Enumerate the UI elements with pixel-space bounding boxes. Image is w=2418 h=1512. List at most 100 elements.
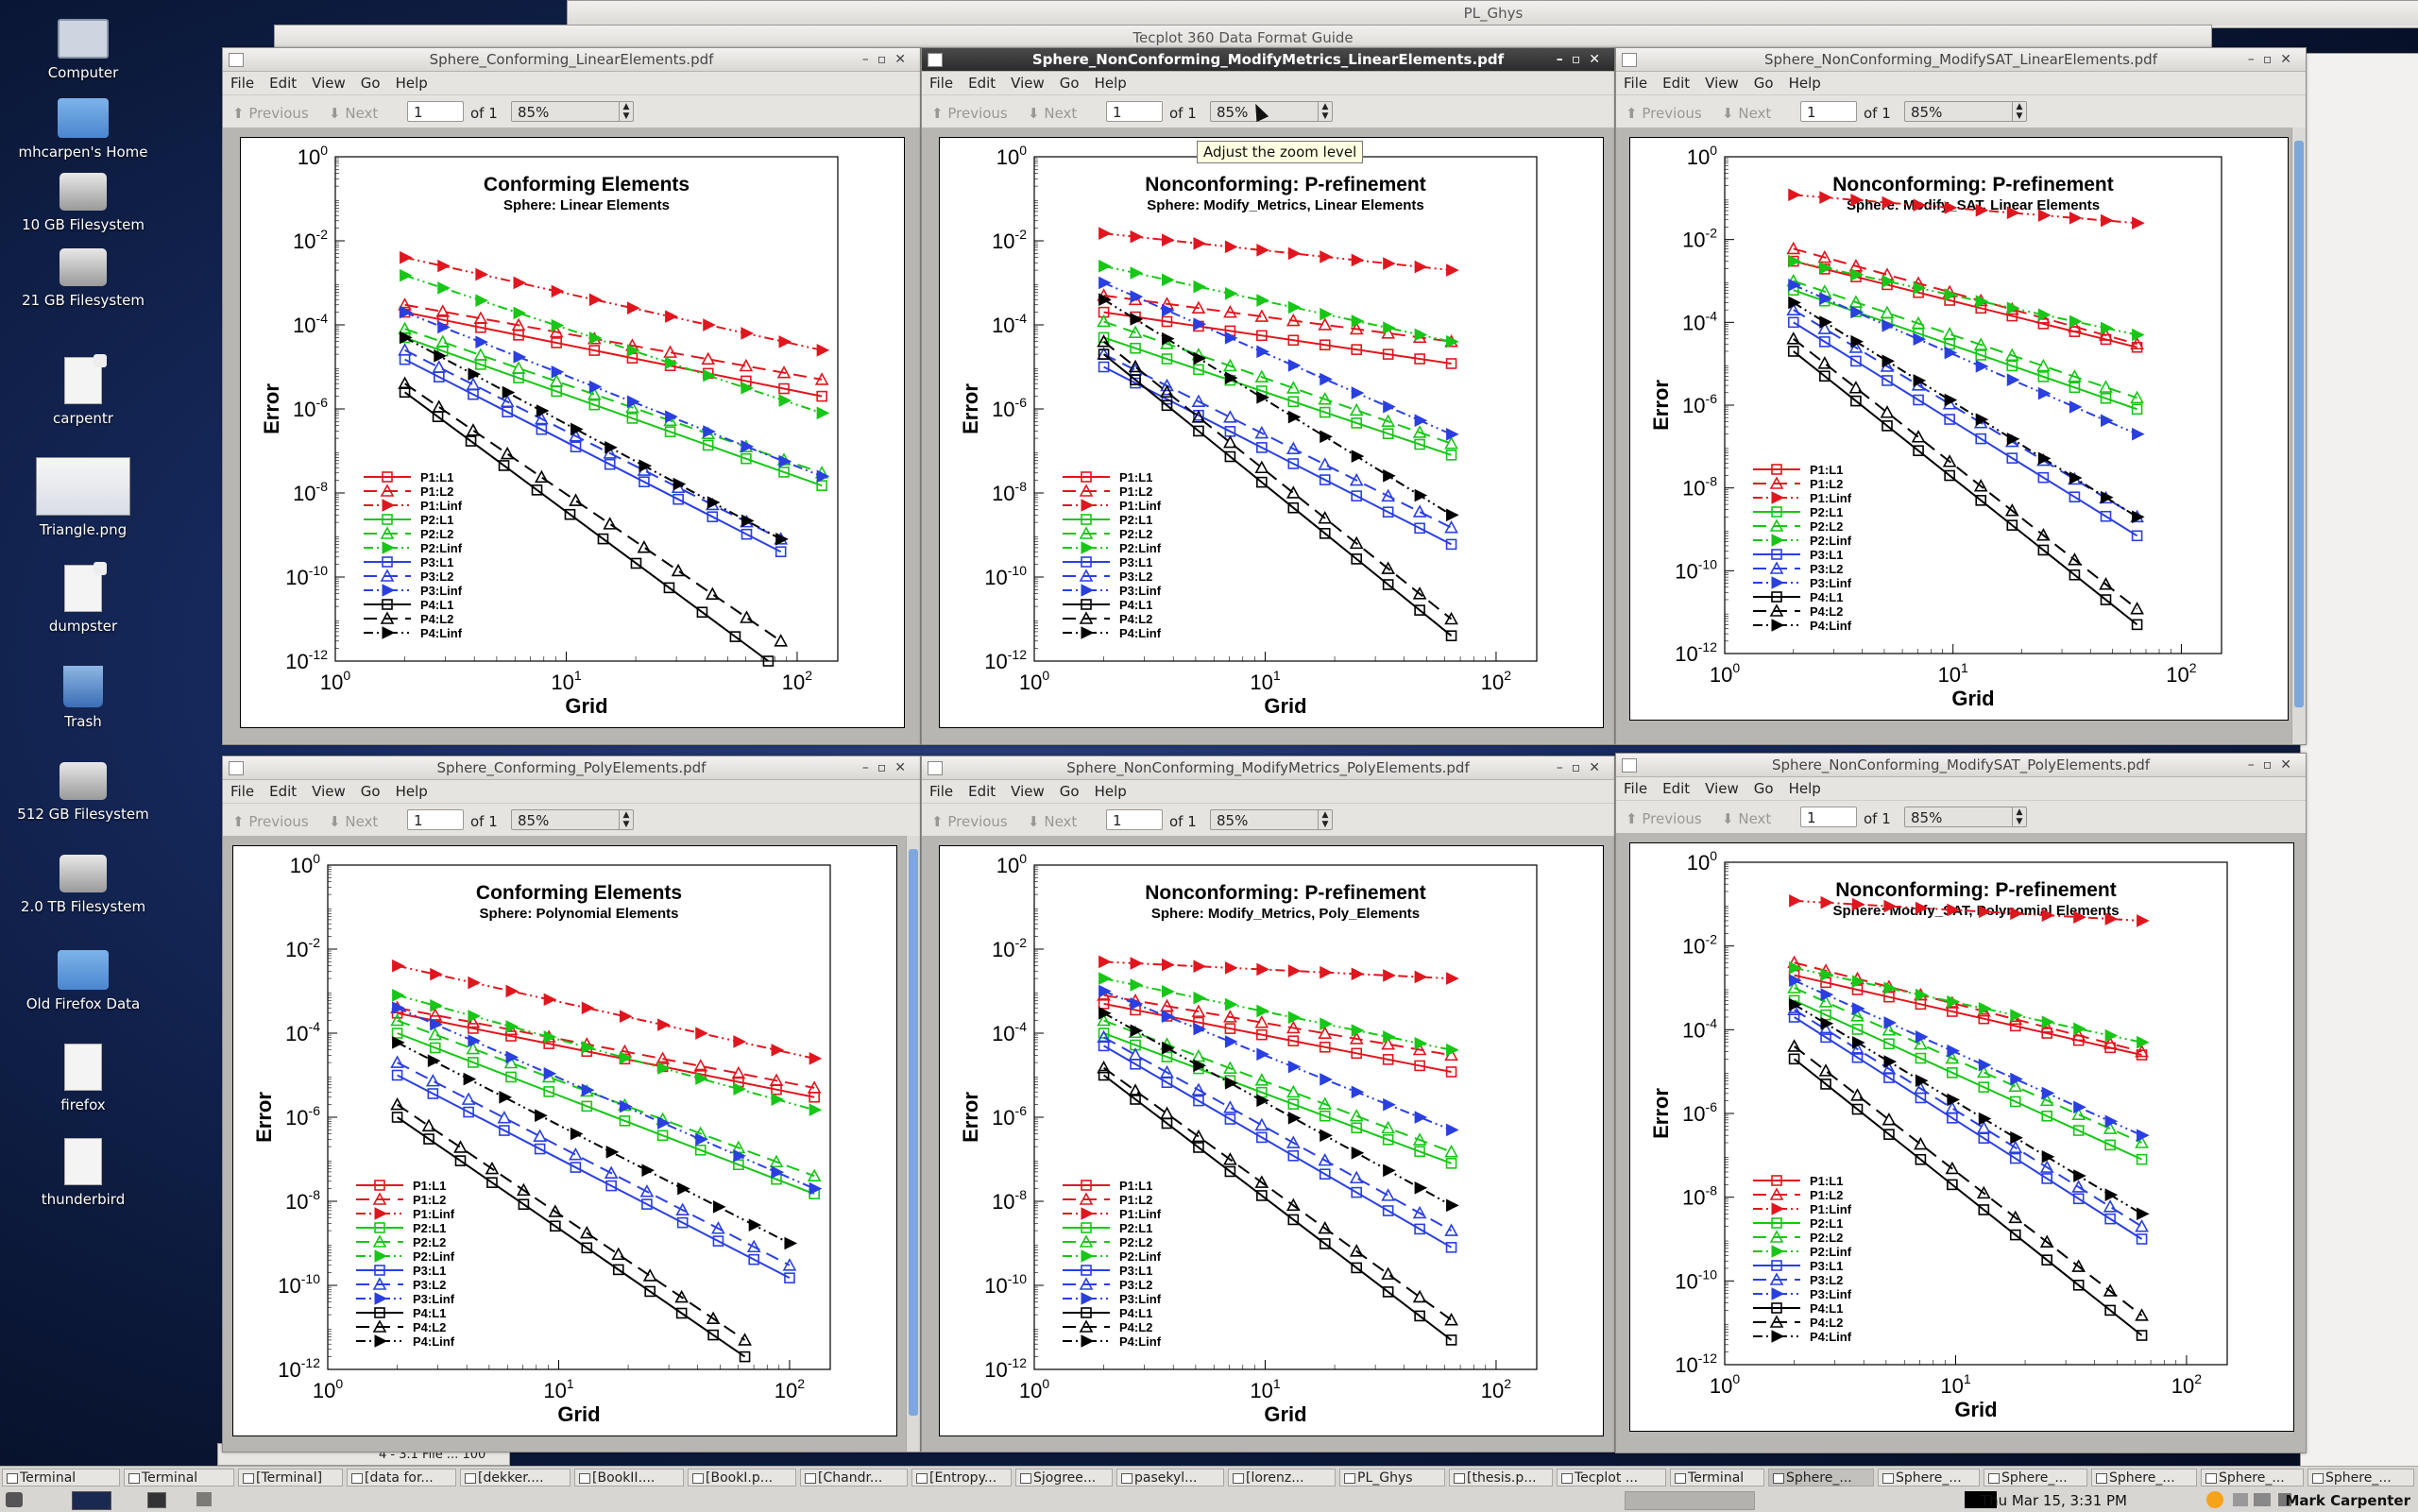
zoom-select[interactable]: 85% ▲ ▼ bbox=[1210, 809, 1333, 830]
pdf-window[interactable]: Sphere_Conforming_PolyElements.pdf –▫✕ Fil… bbox=[222, 756, 921, 1453]
page-number-input[interactable]: 1 bbox=[1106, 101, 1163, 122]
previous-button[interactable]: ⬆ Previous bbox=[931, 105, 1008, 122]
workspace-switcher[interactable] bbox=[1625, 1491, 1755, 1510]
next-button[interactable]: ⬇ Next bbox=[329, 813, 378, 830]
pl-ghys-window[interactable]: PL_Ghys bbox=[567, 0, 2418, 28]
taskbar-button[interactable]: Terminal bbox=[124, 1469, 234, 1487]
maximize-button[interactable]: ▫ bbox=[2262, 52, 2281, 67]
window-titlebar[interactable]: Sphere_NonConforming_ModifySAT_PolyEleme… bbox=[1616, 754, 2306, 777]
trash-icon[interactable]: Trash bbox=[3, 666, 163, 730]
menu-help[interactable]: Help bbox=[395, 75, 428, 92]
next-button[interactable]: ⬇ Next bbox=[1028, 813, 1077, 830]
menu-file[interactable]: File bbox=[929, 75, 954, 92]
menu-edit[interactable]: Edit bbox=[1662, 780, 1691, 797]
minimize-button[interactable]: – bbox=[2247, 757, 2263, 773]
previous-button[interactable]: ⬆ Previous bbox=[931, 813, 1008, 830]
triangle-png-icon[interactable]: Triangle.png bbox=[3, 457, 163, 538]
vertical-scrollbar[interactable] bbox=[906, 836, 920, 1452]
minimize-button[interactable]: – bbox=[861, 760, 877, 775]
document-area[interactable]: 100 10-2 10-4 10-6 10-8 10-10 10-12 100 101 102 No… bbox=[922, 836, 1614, 1452]
menu-edit[interactable]: Edit bbox=[269, 783, 298, 800]
taskbar-button[interactable]: Tecplot ... bbox=[1557, 1469, 1666, 1487]
scrollbar-thumb[interactable] bbox=[2294, 141, 2304, 707]
menu-file[interactable]: File bbox=[1624, 780, 1648, 797]
menu-view[interactable]: View bbox=[1011, 783, 1045, 800]
next-button[interactable]: ⬇ Next bbox=[1722, 810, 1771, 827]
page-number-input[interactable]: 1 bbox=[1800, 101, 1857, 122]
menu-go[interactable]: Go bbox=[360, 75, 381, 92]
pdf-window[interactable]: Sphere_NonConforming_ModifySAT_PolyEleme… bbox=[1615, 753, 2307, 1453]
next-button[interactable]: ⬇ Next bbox=[329, 105, 378, 122]
scrollbar-thumb[interactable] bbox=[909, 849, 918, 1416]
menu-file[interactable]: File bbox=[1624, 75, 1648, 92]
next-button[interactable]: ⬇ Next bbox=[1722, 105, 1771, 122]
zoom-select[interactable]: 85% ▲ ▼ bbox=[511, 809, 634, 830]
window-titlebar[interactable]: Sphere_NonConforming_ModifyMetrics_Linea… bbox=[922, 48, 1614, 72]
menu-view[interactable]: View bbox=[1011, 75, 1045, 92]
taskbar-button[interactable]: [thesis.p... bbox=[1449, 1469, 1553, 1487]
taskbar-button[interactable]: [BookI.p... bbox=[688, 1469, 796, 1487]
thunderbird-icon[interactable]: thunderbird bbox=[3, 1138, 163, 1208]
menu-file[interactable]: File bbox=[230, 75, 255, 92]
carpentr-icon[interactable]: carpentr bbox=[3, 354, 163, 427]
document-area[interactable]: 100 10-2 10-4 10-6 10-8 10-10 10-12 100 101 102 No… bbox=[922, 127, 1614, 744]
close-button[interactable]: ✕ bbox=[2280, 757, 2300, 773]
taskbar-button[interactable]: Sphere_... bbox=[2307, 1469, 2414, 1487]
zoom-spin-icon[interactable]: ▲ ▼ bbox=[619, 102, 633, 121]
menu-view[interactable]: View bbox=[1705, 75, 1739, 92]
zoom-select[interactable]: 85% ▲ ▼ bbox=[1904, 101, 2027, 122]
page-number-input[interactable]: 1 bbox=[1106, 809, 1163, 830]
user-name[interactable]: Mark Carpenter bbox=[2285, 1492, 2410, 1509]
page-number-input[interactable]: 1 bbox=[407, 809, 464, 830]
taskbar-button[interactable]: Sphere_... bbox=[2091, 1469, 2197, 1487]
close-button[interactable]: ✕ bbox=[894, 760, 914, 775]
computer-icon[interactable]: Computer bbox=[3, 19, 163, 81]
zoom-select[interactable]: 85% ▲ ▼ bbox=[1210, 101, 1333, 122]
zoom-select[interactable]: 85% ▲ ▼ bbox=[1904, 807, 2027, 827]
minimize-button[interactable]: – bbox=[861, 52, 877, 67]
zoom-spin-icon[interactable]: ▲ ▼ bbox=[2012, 807, 2026, 826]
menu-file[interactable]: File bbox=[929, 783, 954, 800]
page-number-input[interactable]: 1 bbox=[407, 101, 464, 122]
page-number-input[interactable]: 1 bbox=[1800, 807, 1857, 827]
menu-file[interactable]: File bbox=[230, 783, 255, 800]
previous-button[interactable]: ⬆ Previous bbox=[1626, 105, 1702, 122]
minimize-button[interactable]: – bbox=[2247, 52, 2263, 67]
taskbar-button[interactable]: [Entropy... bbox=[911, 1469, 1012, 1487]
previous-button[interactable]: ⬆ Previous bbox=[232, 105, 309, 122]
document-icon[interactable] bbox=[928, 53, 943, 67]
menu-help[interactable]: Help bbox=[1788, 780, 1821, 797]
maximize-button[interactable]: ▫ bbox=[1571, 52, 1590, 67]
menu-go[interactable]: Go bbox=[1059, 75, 1080, 92]
taskbar-button[interactable]: Sphere_... bbox=[1984, 1469, 2087, 1487]
taskbar-button[interactable]: Sphere_... bbox=[1878, 1469, 1980, 1487]
maximize-button[interactable]: ▫ bbox=[877, 52, 895, 67]
menu-view[interactable]: View bbox=[1705, 780, 1739, 797]
document-icon[interactable] bbox=[229, 761, 244, 775]
menu-view[interactable]: View bbox=[312, 783, 346, 800]
menu-view[interactable]: View bbox=[312, 75, 346, 92]
tool-launcher-icon[interactable] bbox=[196, 1492, 212, 1506]
document-area[interactable]: 100 10-2 10-4 10-6 10-8 10-10 10-12 100 101 102 No… bbox=[1616, 127, 2306, 744]
document-area[interactable]: 100 10-2 10-4 10-6 10-8 10-10 10-12 100 101 102 Co… bbox=[223, 836, 920, 1452]
taskbar-button[interactable]: Sphere_... bbox=[1768, 1469, 1874, 1487]
menu-edit[interactable]: Edit bbox=[968, 783, 996, 800]
menu-go[interactable]: Go bbox=[1753, 75, 1774, 92]
zoom-spin-icon[interactable]: ▲ ▼ bbox=[1318, 810, 1332, 829]
menu-go[interactable]: Go bbox=[1059, 783, 1080, 800]
pdf-window[interactable]: Sphere_Conforming_LinearElements.pdf –▫✕ F… bbox=[222, 47, 921, 745]
taskbar-button[interactable]: Sphere_... bbox=[2201, 1469, 2304, 1487]
taskbar-button[interactable]: Sjogree... bbox=[1015, 1469, 1113, 1487]
vertical-scrollbar[interactable] bbox=[2291, 127, 2306, 744]
taskbar-button[interactable]: PL_Ghys bbox=[1339, 1469, 1445, 1487]
menu-go[interactable]: Go bbox=[360, 783, 381, 800]
taskbar-button[interactable]: pasekyl... bbox=[1116, 1469, 1224, 1487]
terminal-launcher-icon[interactable] bbox=[147, 1492, 166, 1508]
maximize-button[interactable]: ▫ bbox=[2262, 757, 2281, 773]
previous-button[interactable]: ⬆ Previous bbox=[1626, 810, 1702, 827]
menu-help[interactable]: Help bbox=[1094, 75, 1127, 92]
firefox-icon[interactable]: firefox bbox=[3, 1044, 163, 1113]
home-folder-icon[interactable]: mhcarpen's Home bbox=[3, 98, 163, 161]
previous-button[interactable]: ⬆ Previous bbox=[232, 813, 309, 830]
taskbar-button[interactable]: [BookII.... bbox=[574, 1469, 684, 1487]
